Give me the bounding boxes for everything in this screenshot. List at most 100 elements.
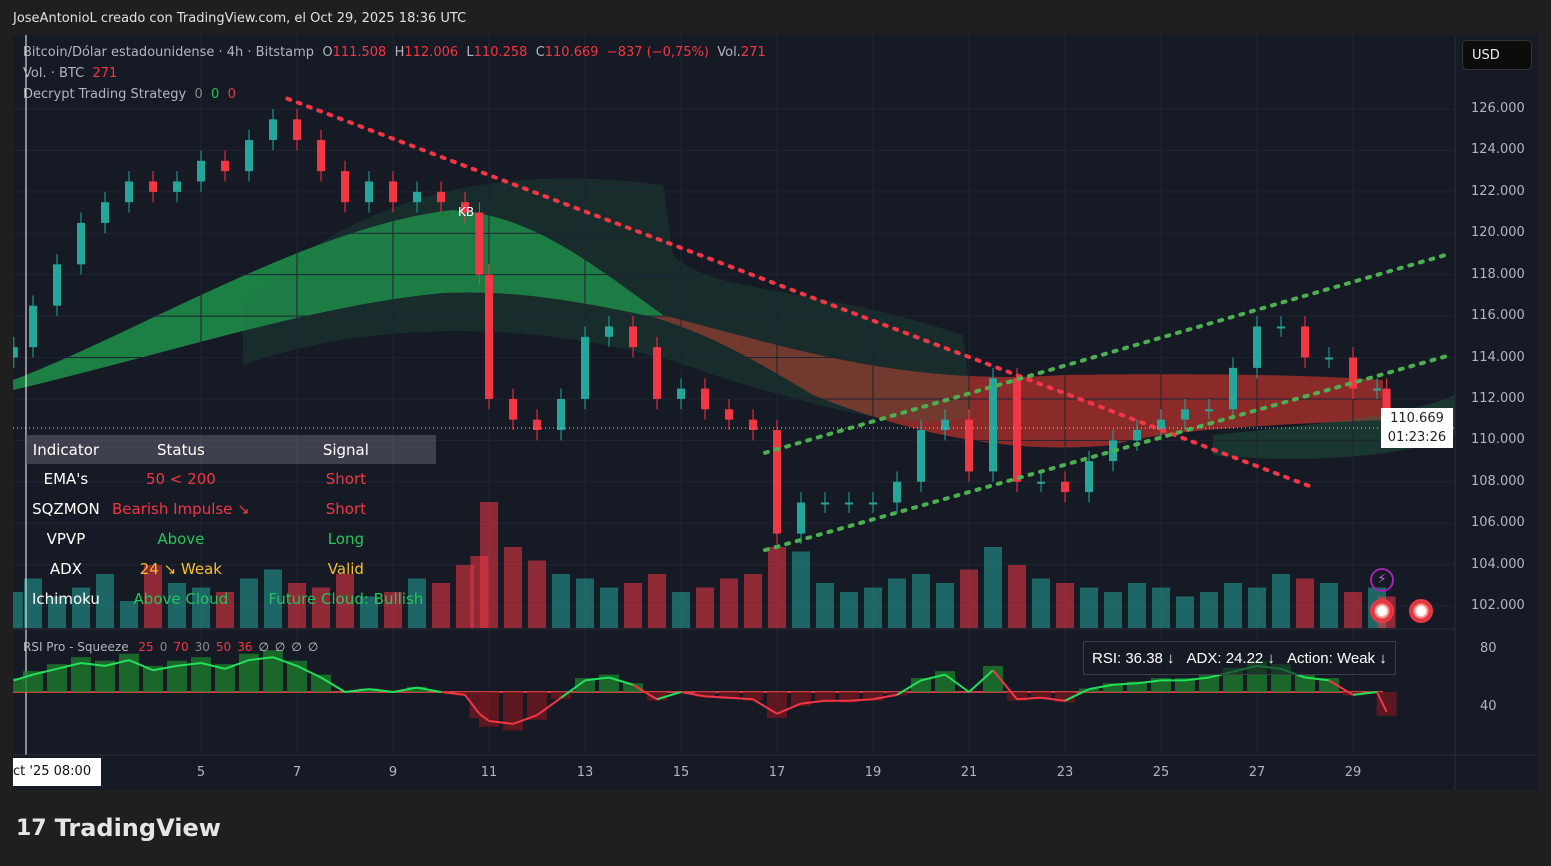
- candle-body: [245, 140, 253, 172]
- rsi-legend-value: 70: [173, 640, 189, 654]
- candle-body: [413, 191, 421, 203]
- table-cell-signal: Long: [327, 530, 365, 548]
- tradingview-logo-icon: 𝟭𝟳: [16, 815, 47, 841]
- close-label: C: [535, 45, 545, 60]
- rsi-line-segment: [1016, 696, 1042, 701]
- strategy-legend[interactable]: Decrypt Trading Strategy 0 0 0: [23, 87, 236, 102]
- volume-bar: [48, 596, 66, 628]
- rsi-histogram-bar: [311, 674, 331, 692]
- candle-body: [13, 347, 18, 358]
- price-chart[interactable]: [13, 35, 1538, 790]
- volume-bar: [1224, 583, 1242, 628]
- table-header: Signal: [255, 435, 436, 464]
- rsi-line-segment: [704, 695, 730, 699]
- candle-body: [77, 222, 85, 265]
- rsi-histogram-bar: [95, 660, 115, 692]
- tradingview-logo[interactable]: 𝟭𝟳 TradingView: [16, 814, 221, 842]
- table-cell-signal: Short: [325, 470, 366, 488]
- price-tick: 118.000: [1471, 266, 1525, 282]
- volume-bar: [888, 578, 906, 628]
- strategy-label: Decrypt Trading Strategy: [23, 87, 187, 102]
- close-value: 110.669: [544, 45, 599, 60]
- volume-bar: [744, 574, 762, 628]
- volume-bar: [1080, 587, 1098, 628]
- time-tick: 29: [1344, 765, 1362, 780]
- rsi-line-segment: [776, 702, 802, 715]
- volume-legend[interactable]: Vol. · BTC 271: [23, 66, 117, 81]
- last-price: 110.669: [1390, 411, 1444, 426]
- volume-bar: [264, 569, 282, 628]
- candle-body: [341, 171, 349, 203]
- rsi-histogram-bar: [623, 683, 643, 692]
- volume-bar: [1296, 578, 1314, 628]
- rsi-histogram-bar: [1376, 692, 1397, 716]
- ema-ribbon-green: [13, 210, 663, 390]
- price-tick: 104.000: [1471, 556, 1525, 572]
- rsi-line-segment: [920, 673, 946, 682]
- volume-bar: [768, 547, 786, 628]
- candle-body: [1181, 409, 1189, 420]
- rsi-line-segment: [464, 694, 481, 715]
- currency-button[interactable]: USD: [1462, 40, 1532, 70]
- trend-line-downtrend: [285, 96, 1317, 490]
- time-tick: 17: [768, 765, 786, 780]
- rsi-line-segment: [1328, 679, 1354, 696]
- volume-bar: [840, 592, 858, 628]
- rsi-line-segment: [32, 667, 58, 676]
- time-tick: 13: [576, 765, 594, 780]
- volume-bar: [672, 592, 690, 628]
- candle-body: [461, 202, 469, 213]
- volume-bar: [288, 583, 306, 628]
- volume-bar: [864, 587, 882, 628]
- us-flag-event-icon[interactable]: [1409, 599, 1433, 623]
- candle-body: [1301, 326, 1309, 358]
- open-value: 111.508: [332, 45, 387, 60]
- volume-bar: [192, 587, 210, 628]
- rsi-histogram-bar: [407, 686, 427, 692]
- volume-bar: [696, 587, 714, 628]
- rsi-line-segment: [1136, 679, 1162, 685]
- candle-body: [773, 430, 781, 534]
- candle-body: [437, 191, 445, 203]
- rsi-histogram-bar: [215, 664, 235, 692]
- symbol-name: Bitcoin/Dólar estadounidense · 4h · Bits…: [23, 45, 315, 60]
- volume-bar: [720, 578, 738, 628]
- candle-body: [101, 202, 109, 223]
- candle-body: [53, 264, 61, 306]
- lightning-icon[interactable]: ⚡: [1370, 568, 1394, 592]
- rsi-histogram-bar: [767, 692, 787, 719]
- rsi-line-segment: [200, 662, 226, 670]
- price-tick: 106.000: [1471, 515, 1525, 531]
- time-tick: 19: [864, 765, 882, 780]
- rsi-line-segment: [560, 679, 586, 699]
- rsi-histogram-bar: [695, 692, 715, 698]
- table-header-row: Indicator Status Signal: [26, 435, 436, 464]
- rsi-histogram-bar: [527, 692, 547, 720]
- rsi-line-segment: [296, 664, 322, 679]
- volume-bar: [1152, 587, 1170, 628]
- rsi-line-segment: [1064, 688, 1090, 702]
- rsi-line-segment: [224, 659, 250, 670]
- volume-bar: [648, 574, 666, 628]
- rsi-histogram-bar: [647, 692, 667, 701]
- rsi-histogram-bar: [1055, 692, 1075, 703]
- strategy-value: 0: [227, 87, 236, 102]
- table-cell-k: Ichimoku: [32, 590, 100, 608]
- rsi-histogram-bar: [551, 692, 571, 699]
- rsi-line-segment: [440, 691, 466, 696]
- symbol-legend[interactable]: Bitcoin/Dólar estadounidense · 4h · Bits…: [23, 45, 766, 60]
- volume-bar: [1272, 574, 1290, 628]
- us-flag-event-icon[interactable]: [1370, 599, 1394, 623]
- rsi-histogram-bar: [935, 671, 955, 692]
- table-cell-status: Above: [157, 530, 205, 548]
- volume-bar: [1320, 583, 1338, 628]
- rsi-line-segment: [656, 691, 682, 701]
- candle-body: [475, 212, 484, 275]
- rsi-legend[interactable]: RSI Pro - Squeeze 25 0 70 30 50 36 ∅ ∅ ∅ ∅: [23, 640, 318, 654]
- candle-body: [557, 398, 565, 431]
- volume-bar: [480, 502, 498, 628]
- rsi-line-segment: [1088, 683, 1114, 691]
- rsi-histogram-bar: [191, 657, 211, 692]
- chart-frame[interactable]: Bitcoin/Dólar estadounidense · 4h · Bits…: [13, 35, 1538, 790]
- high-label: H: [394, 45, 405, 60]
